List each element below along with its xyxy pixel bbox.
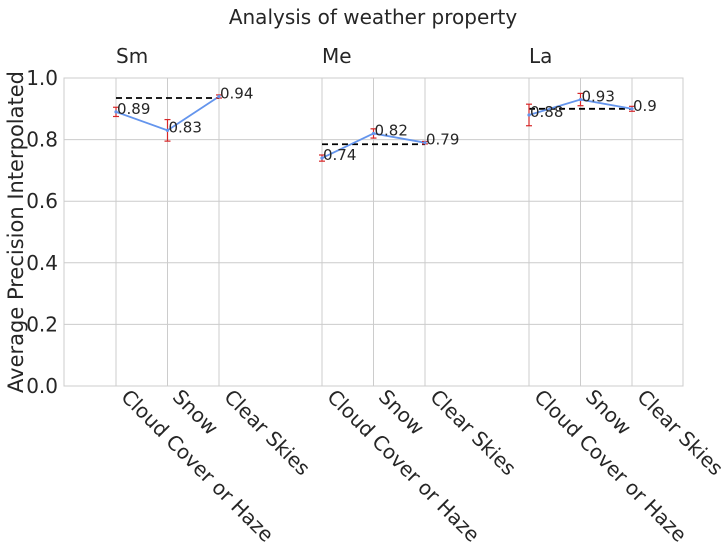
data-point [165, 128, 170, 132]
data-point [578, 97, 583, 102]
chart-title: Analysis of weather property [229, 5, 517, 29]
y-tick-label: 1.0 [26, 66, 58, 90]
data-label: 0.94 [220, 84, 253, 102]
data-point [217, 94, 221, 99]
data-point [114, 110, 118, 114]
x-tick-label: Clear Skies [219, 385, 315, 481]
data-label: 0.82 [375, 121, 408, 139]
data-point [320, 156, 324, 160]
data-label: 0.9 [633, 97, 657, 115]
data-label: 0.83 [169, 118, 202, 136]
group-label: Sm [116, 44, 148, 68]
y-tick-label: 0.6 [26, 189, 58, 213]
y-tick-label: 0.0 [26, 374, 58, 398]
group-label: Me [322, 44, 352, 68]
x-tick-label: Clear Skies [632, 385, 725, 481]
group-label: La [529, 44, 552, 68]
y-axis-label: Average Precision Interpolated [4, 71, 28, 393]
data-label: 0.93 [582, 88, 615, 106]
data-label: 0.79 [426, 131, 459, 149]
data-point [630, 107, 634, 111]
data-point [527, 113, 531, 117]
y-tick-label: 0.2 [26, 312, 58, 336]
y-tick-label: 0.8 [26, 128, 58, 152]
x-tick-label: Clear Skies [425, 385, 521, 481]
data-label: 0.89 [117, 100, 150, 118]
y-tick-label: 0.4 [26, 251, 58, 275]
data-label: 0.74 [323, 146, 356, 164]
data-point [371, 131, 376, 136]
data-point [423, 141, 427, 145]
data-label: 0.88 [530, 103, 563, 121]
